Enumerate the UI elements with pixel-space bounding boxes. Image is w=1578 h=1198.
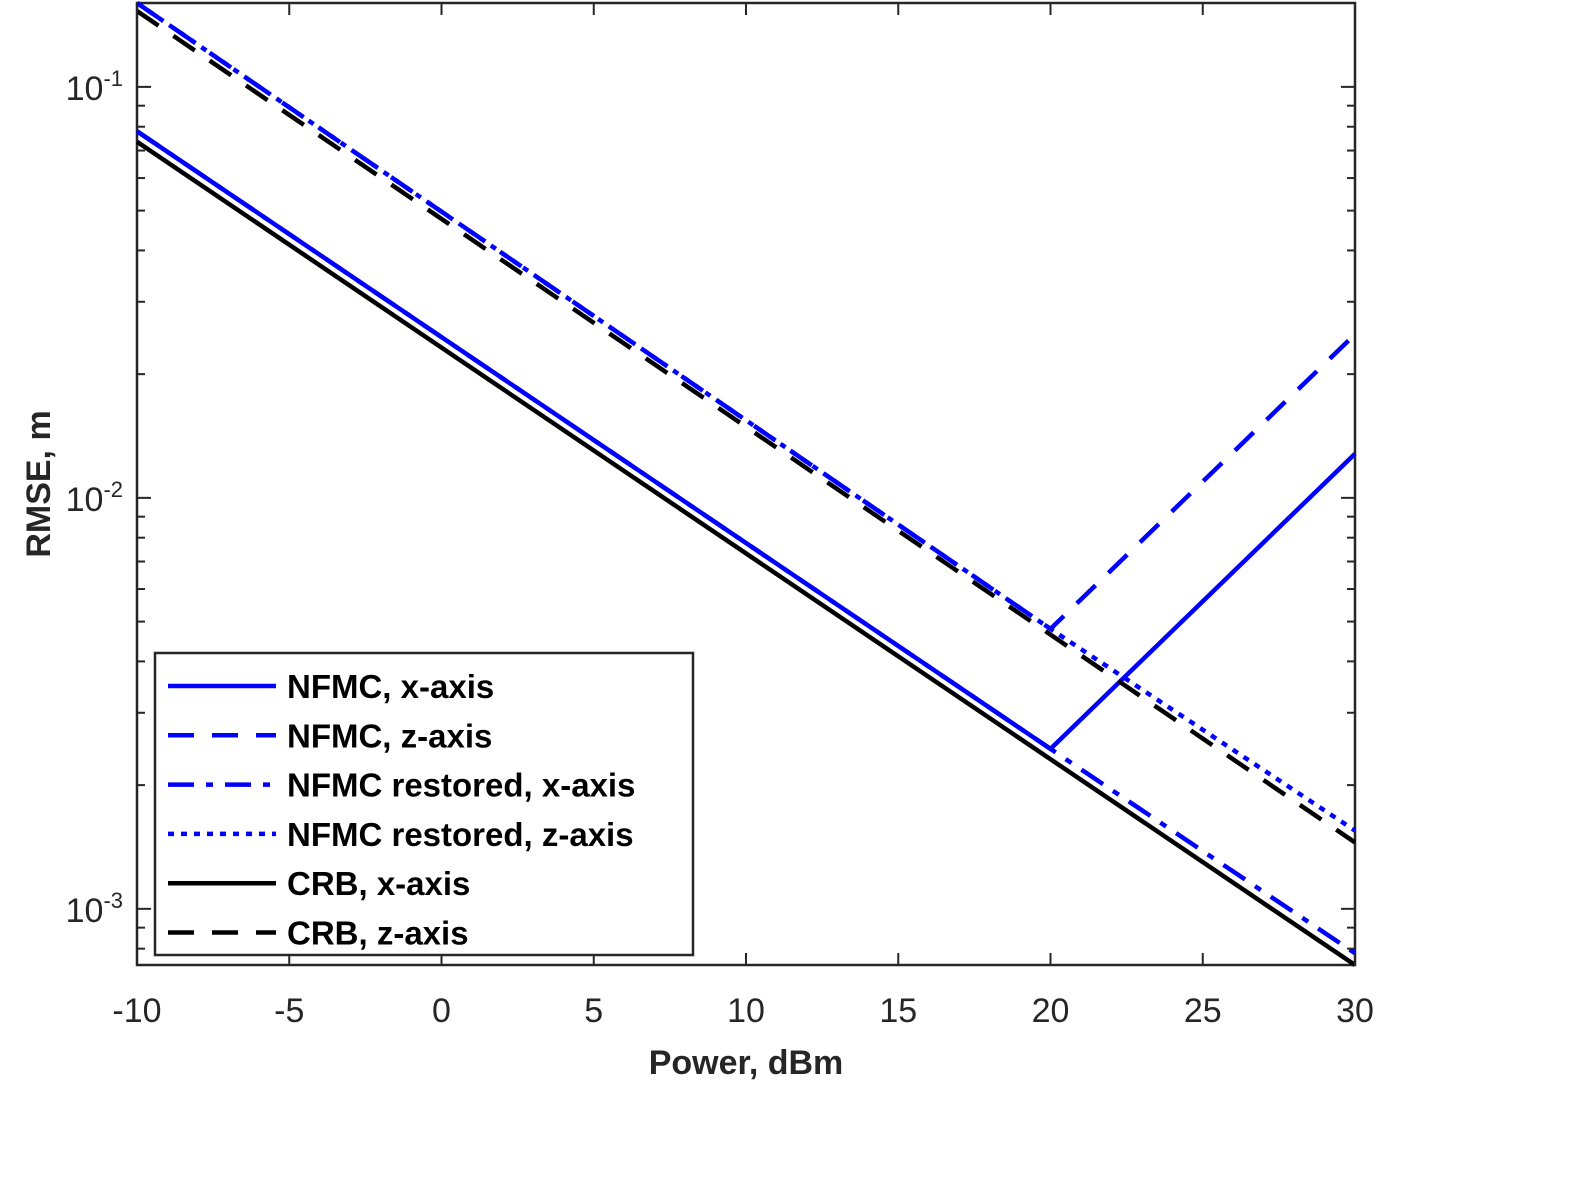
series-line-5 [135, 9, 1357, 845]
series-line-2 [135, 129, 1357, 956]
series-layer [135, 1, 1357, 967]
legend-label-5: CRB, z-axis [287, 915, 469, 952]
legend: NFMC, x-axis NFMC, z-axis NFMC restored, x… [153, 651, 695, 957]
legend-box [153, 651, 695, 957]
x-tick-label: 30 [1336, 992, 1374, 1030]
x-tick-label: 0 [432, 992, 451, 1030]
x-tick-label: 25 [1184, 992, 1222, 1030]
x-tick-label: -10 [112, 992, 161, 1030]
x-tick-label: 20 [1032, 992, 1070, 1030]
x-axis-ticks: -10 -5 0 5 10 15 20 25 30 [112, 3, 1374, 1030]
legend-label-0: NFMC, x-axis [287, 668, 494, 705]
y-tick-label: 10-3 [66, 888, 123, 930]
x-tick-label: -5 [274, 992, 304, 1030]
y-axis-ticks: 10-1 10-2 10-3 [66, 66, 1355, 950]
x-tick-label: 15 [879, 992, 917, 1030]
y-axis-label: RMSE, m [20, 410, 58, 557]
legend-label-2: NFMC restored, x-axis [287, 767, 635, 804]
y-tick-label: 10-1 [66, 66, 123, 108]
x-tick-label: 5 [584, 992, 603, 1030]
series-line-4 [135, 139, 1357, 967]
series-line-3 [135, 1, 1357, 833]
x-axis-label: Power, dBm [649, 1044, 844, 1082]
x-tick-label: 10 [727, 992, 765, 1030]
legend-label-1: NFMC, z-axis [287, 717, 492, 754]
legend-label-4: CRB, x-axis [287, 865, 470, 902]
y-tick-label: 10-2 [66, 477, 123, 519]
legend-label-3: NFMC restored, z-axis [287, 816, 634, 853]
